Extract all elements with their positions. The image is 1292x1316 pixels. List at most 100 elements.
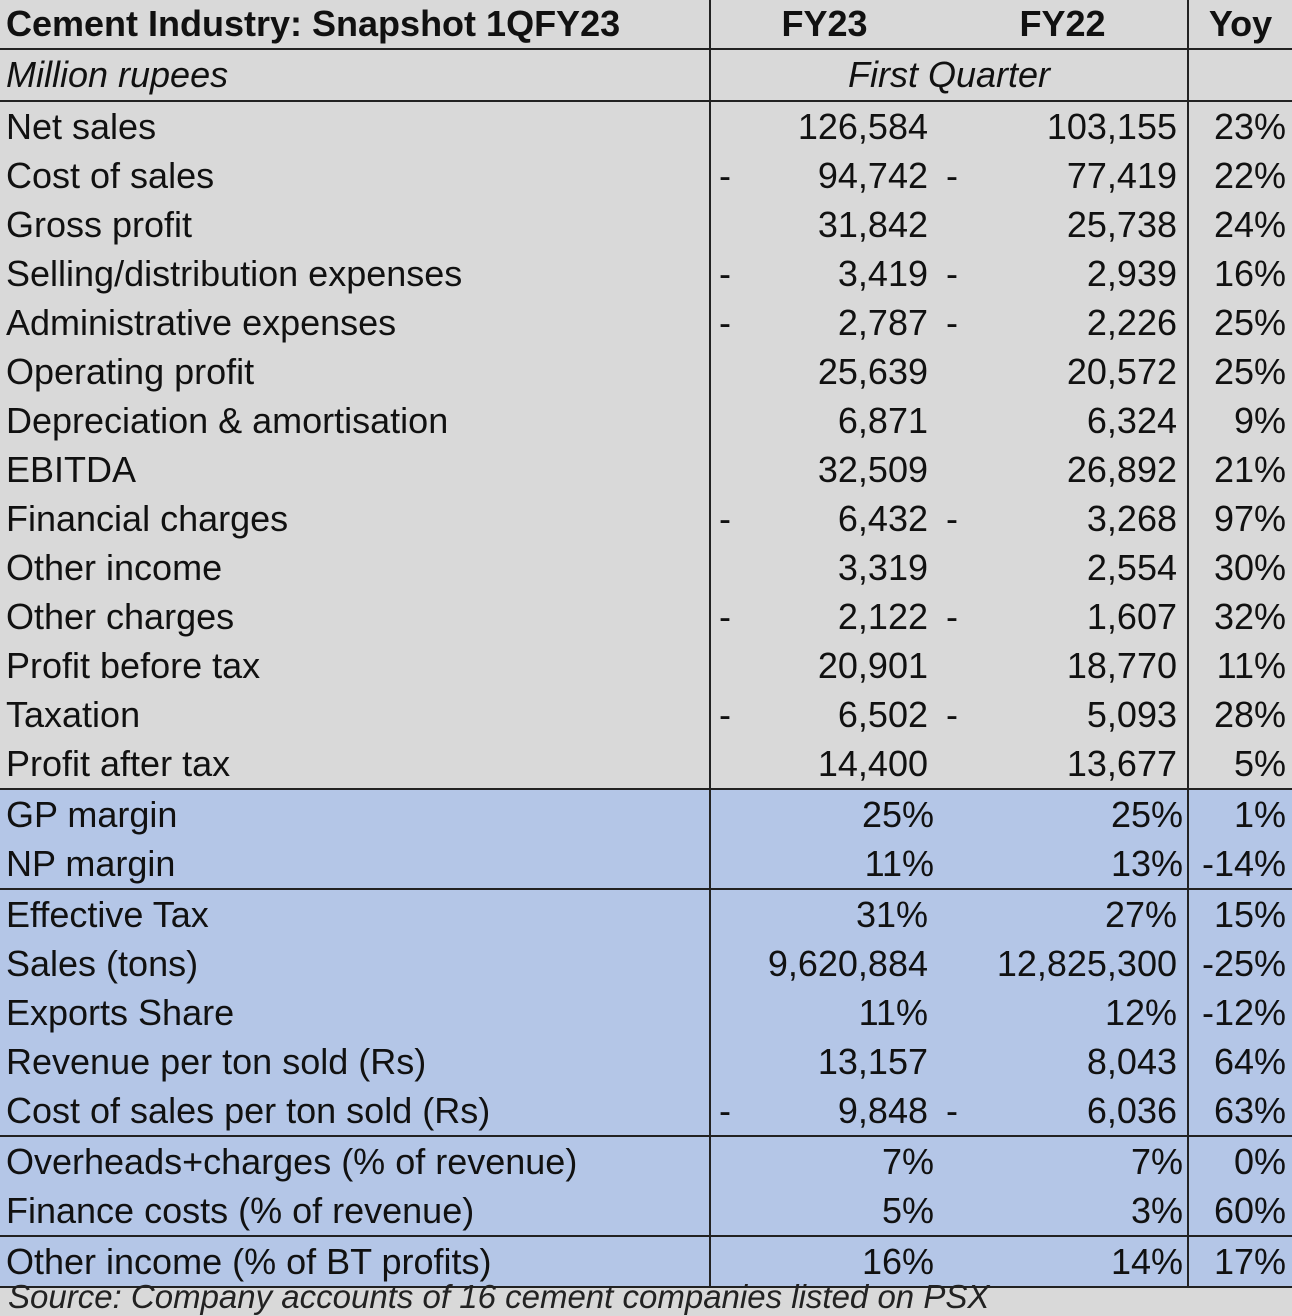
cell-fy23: 7% [709, 1135, 938, 1186]
table-row: Profit after tax 14,400 13,677 5% [0, 739, 1292, 789]
cell-value: 8,043 [1086, 1041, 1177, 1082]
row-label: Finance costs (% of revenue) [0, 1186, 710, 1236]
cell-fy22: - 77,419 [938, 151, 1188, 200]
cell-value: 13% [1110, 843, 1183, 884]
cell-fy23: 32,509 [709, 445, 938, 494]
cell-fy22: - 2,226 [938, 298, 1188, 347]
cell-fy22: - 3,268 [938, 494, 1188, 543]
cell-fy22: 7% [938, 1135, 1188, 1186]
table-row: Administrative expenses -2,787-2,226 25% [0, 298, 1292, 347]
cell-value: 94,742 [817, 155, 928, 196]
cell-fy23: 9,620,884 [709, 939, 938, 988]
row-label: Cost of sales per ton sold (Rs) [0, 1086, 710, 1136]
unit-label: Million rupees [0, 49, 710, 102]
table-row: Taxation -6,502-5,093 28% [0, 690, 1292, 739]
cell-value: 13,157 [817, 1041, 928, 1082]
table-row: Gross profit 31,842 25,738 24% [0, 200, 1292, 249]
row-label: Other charges [6, 596, 235, 637]
cell-value: 2,787 [837, 302, 928, 343]
cell-value: 103,155 [1046, 106, 1177, 147]
cell-value: 1,607 [1086, 596, 1177, 637]
table-row: NP margin 11% 13% -14% [0, 839, 1292, 889]
negative-marker: - [946, 155, 958, 196]
cell-fy22: 13,677 [938, 739, 1188, 789]
cell-fy23: - 6,502 [709, 690, 938, 739]
row-label: Administrative expenses [6, 302, 397, 343]
subheader-yoy-blank [1187, 49, 1292, 102]
table-row: EBITDA 32,509 26,892 21% [0, 445, 1292, 494]
cell-yoy: 28% [1187, 690, 1292, 739]
negative-marker: - [719, 694, 731, 735]
cell-fy23: 6,871 [709, 396, 938, 445]
row-label: Net sales [6, 106, 157, 147]
cell-yoy: 9% [1187, 396, 1292, 445]
table-row: Operating profit 25,639 20,572 25% [0, 347, 1292, 396]
cell-fy22: 8,043 [938, 1037, 1188, 1086]
table-row: Effective Tax 31% 27% 15% [0, 888, 1292, 939]
cell-fy22: - 6,036 [938, 1086, 1188, 1136]
row-label: Cost of sales [6, 155, 215, 196]
table-row: Sales (tons) 9,620,884 12,825,300 -25% [0, 939, 1292, 988]
cell-value: 25% [1110, 794, 1183, 835]
cell-value: 3,419 [837, 253, 928, 294]
cell-value: 126,584 [797, 106, 928, 147]
cell-yoy: -25% [1187, 939, 1292, 988]
cell-fy23: 11% [709, 839, 938, 889]
cell-fy22: - 5,093 [938, 690, 1188, 739]
row-label: Other income (% of BT profits) [0, 1235, 710, 1288]
cell-fy22: 13% [938, 839, 1188, 889]
cell-fy23: 31% [709, 888, 938, 939]
cell-yoy: 23% [1187, 101, 1292, 151]
table-row: Depreciation & amortisation 6,871 6,324 9% [0, 396, 1292, 445]
cell-value: 2,554 [1086, 547, 1177, 588]
column-header-yoy: Yoy [1187, 0, 1292, 50]
negative-marker: - [719, 253, 731, 294]
cell-fy23: - 9,848 [709, 1086, 938, 1136]
negative-marker: - [719, 596, 731, 637]
table-row: Financial charges -6,432-3,268 97% [0, 494, 1292, 543]
cell-fy23: 126,584 [709, 101, 938, 151]
negative-marker: - [946, 302, 958, 343]
negative-marker: - [946, 498, 958, 539]
row-label: Selling/distribution expenses [6, 253, 463, 294]
row-label: EBITDA [6, 449, 137, 490]
row-label: Operating profit [6, 351, 255, 392]
cell-fy22: 6,324 [938, 396, 1188, 445]
table-row: Revenue per ton sold (Rs) 13,157 8,043 64% [0, 1037, 1292, 1086]
cell-yoy: 0% [1187, 1135, 1292, 1186]
cell-fy23: 3,319 [709, 543, 938, 592]
cell-fy22: - 1,607 [938, 592, 1188, 641]
cell-value: 3,319 [837, 547, 928, 588]
cell-yoy: 22% [1187, 151, 1292, 200]
table-row: Exports Share 11% 12% -12% [0, 988, 1292, 1037]
table-row: Selling/distribution expenses -3,419-2,93… [0, 249, 1292, 298]
cell-value: 14% [1110, 1241, 1183, 1282]
cell-fy23: 16% [709, 1235, 938, 1288]
row-label: Overheads+charges (% of revenue) [0, 1135, 710, 1186]
table-title: Cement Industry: Snapshot 1QFY23 [0, 0, 710, 50]
cell-yoy: 21% [1187, 445, 1292, 494]
cell-value: 2,122 [837, 596, 928, 637]
cell-yoy: 16% [1187, 249, 1292, 298]
cell-value: 2,939 [1086, 253, 1177, 294]
row-label: Gross profit [6, 204, 193, 245]
cell-yoy: 63% [1187, 1086, 1292, 1136]
cell-value: 32,509 [817, 449, 928, 490]
cell-yoy: 25% [1187, 298, 1292, 347]
row-label: Revenue per ton sold (Rs) [0, 1037, 710, 1086]
table-row: Other charges -2,122-1,607 32% [0, 592, 1292, 641]
cell-value: 13,677 [1066, 743, 1177, 784]
table-row: Overheads+charges (% of revenue) 7% 7% 0% [0, 1135, 1292, 1186]
cell-fy22: 14% [938, 1235, 1188, 1288]
cell-yoy: 60% [1187, 1186, 1292, 1236]
cell-value: 7% [1130, 1141, 1183, 1182]
table-row: Profit before tax 20,901 18,770 11% [0, 641, 1292, 690]
cell-fy23: - 2,122 [709, 592, 938, 641]
cell-value: 31% [855, 894, 928, 935]
cell-yoy: 64% [1187, 1037, 1292, 1086]
row-label: GP margin [0, 788, 710, 839]
cell-value: 12,825,300 [996, 943, 1177, 984]
cell-value: 25,738 [1066, 204, 1177, 245]
negative-marker: - [946, 596, 958, 637]
